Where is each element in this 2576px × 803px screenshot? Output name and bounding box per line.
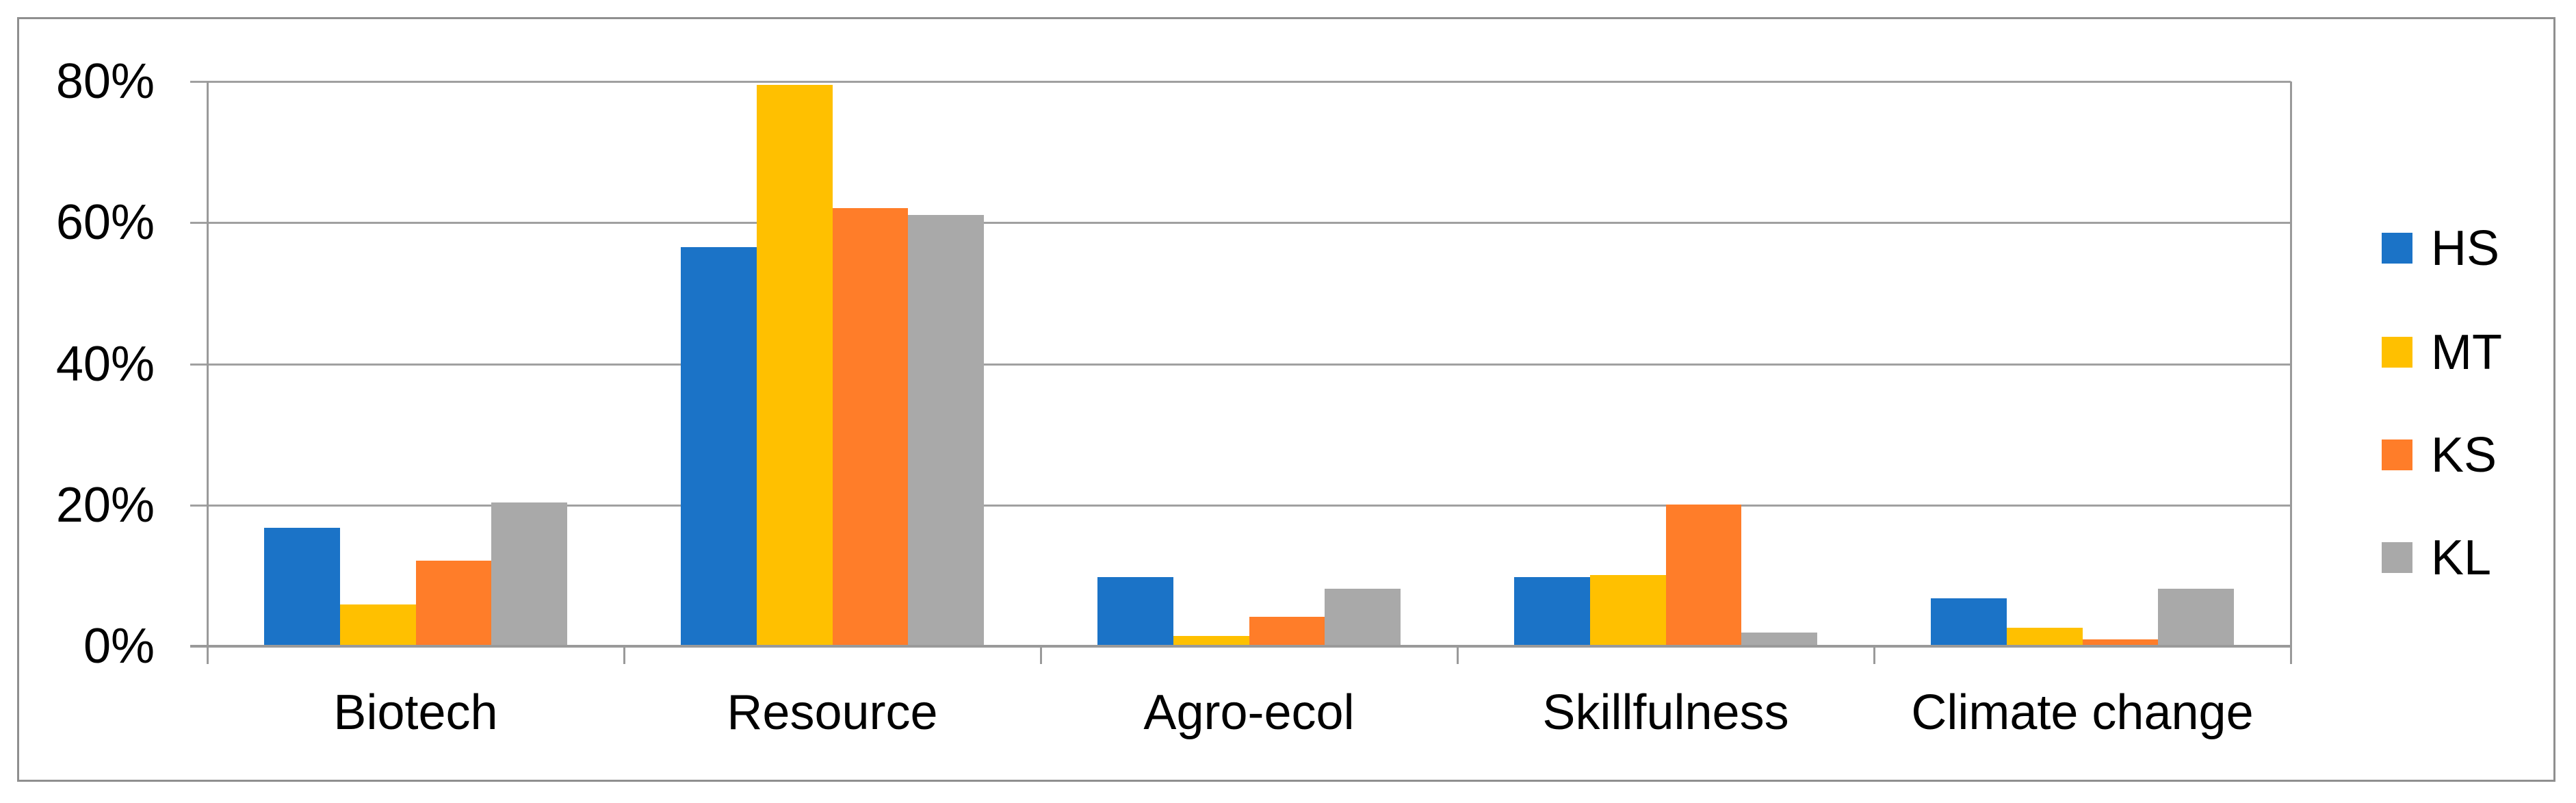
legend-swatch-hs: [2382, 233, 2412, 264]
bar-resource-hs: [681, 247, 757, 646]
bar-climate-change-ks: [2082, 639, 2159, 646]
x-category-label-biotech: Biotech: [333, 685, 498, 740]
bar-agro-ecol-ks: [1249, 616, 1325, 646]
bar-agro-ecol-kl: [1325, 589, 1401, 646]
figure-frame: 0% 20% 40% 60% 80% Biotech Resource Agro-ecol S…: [17, 17, 2555, 782]
legend-label-mt: MT: [2431, 325, 2502, 380]
plot-right-border: [2290, 81, 2292, 664]
bar-climate-change-hs: [1931, 598, 2007, 646]
x-axis-tick: [623, 646, 625, 664]
gridline-60: [190, 222, 2291, 225]
bar-biotech-ks: [415, 561, 492, 646]
y-tick-label-0: 0%: [83, 619, 155, 674]
bar-biotech-hs: [264, 527, 340, 646]
gridline-80: [190, 81, 2291, 83]
bar-climate-change-mt: [2006, 628, 2083, 646]
x-category-label-skillfulness: Skillfulness: [1542, 685, 1789, 740]
bar-climate-change-kl: [2158, 589, 2234, 646]
y-tick-label-20: 20%: [55, 477, 155, 533]
bar-resource-kl: [908, 214, 984, 646]
x-category-label-climate-change: Climate change: [1911, 685, 2254, 740]
bar-biotech-kl: [491, 502, 567, 646]
bar-skillfulness-hs: [1514, 576, 1590, 646]
bar-agro-ecol-mt: [1173, 635, 1249, 646]
bar-skillfulness-kl: [1741, 633, 1817, 646]
y-tick-label-60: 60%: [55, 195, 155, 251]
x-axis-tick: [1457, 646, 1459, 664]
y-axis-line: [207, 81, 209, 664]
gridline-40: [190, 363, 2291, 366]
legend-swatch-mt: [2382, 337, 2412, 368]
bar-agro-ecol-hs: [1097, 576, 1173, 646]
bar-resource-ks: [832, 207, 909, 646]
y-tick-label-40: 40%: [55, 336, 155, 392]
x-axis-tick: [1040, 646, 1042, 664]
x-axis-line: [190, 645, 2291, 648]
x-axis-tick: [1873, 646, 1875, 664]
x-category-label-resource: Resource: [727, 685, 938, 740]
bar-skillfulness-mt: [1589, 574, 1666, 646]
legend-swatch-kl: [2382, 542, 2412, 573]
legend-label-kl: KL: [2431, 531, 2492, 585]
gridline-20: [190, 504, 2291, 507]
legend-label-hs: HS: [2431, 221, 2500, 276]
bar-biotech-mt: [339, 604, 416, 646]
legend-swatch-ks: [2382, 439, 2412, 470]
bar-skillfulness-ks: [1665, 504, 1742, 646]
y-tick-label-80: 80%: [55, 54, 155, 109]
x-category-label-agro-ecol: Agro-ecol: [1143, 685, 1355, 740]
legend-label-ks: KS: [2431, 428, 2497, 483]
bar-resource-mt: [756, 85, 833, 646]
